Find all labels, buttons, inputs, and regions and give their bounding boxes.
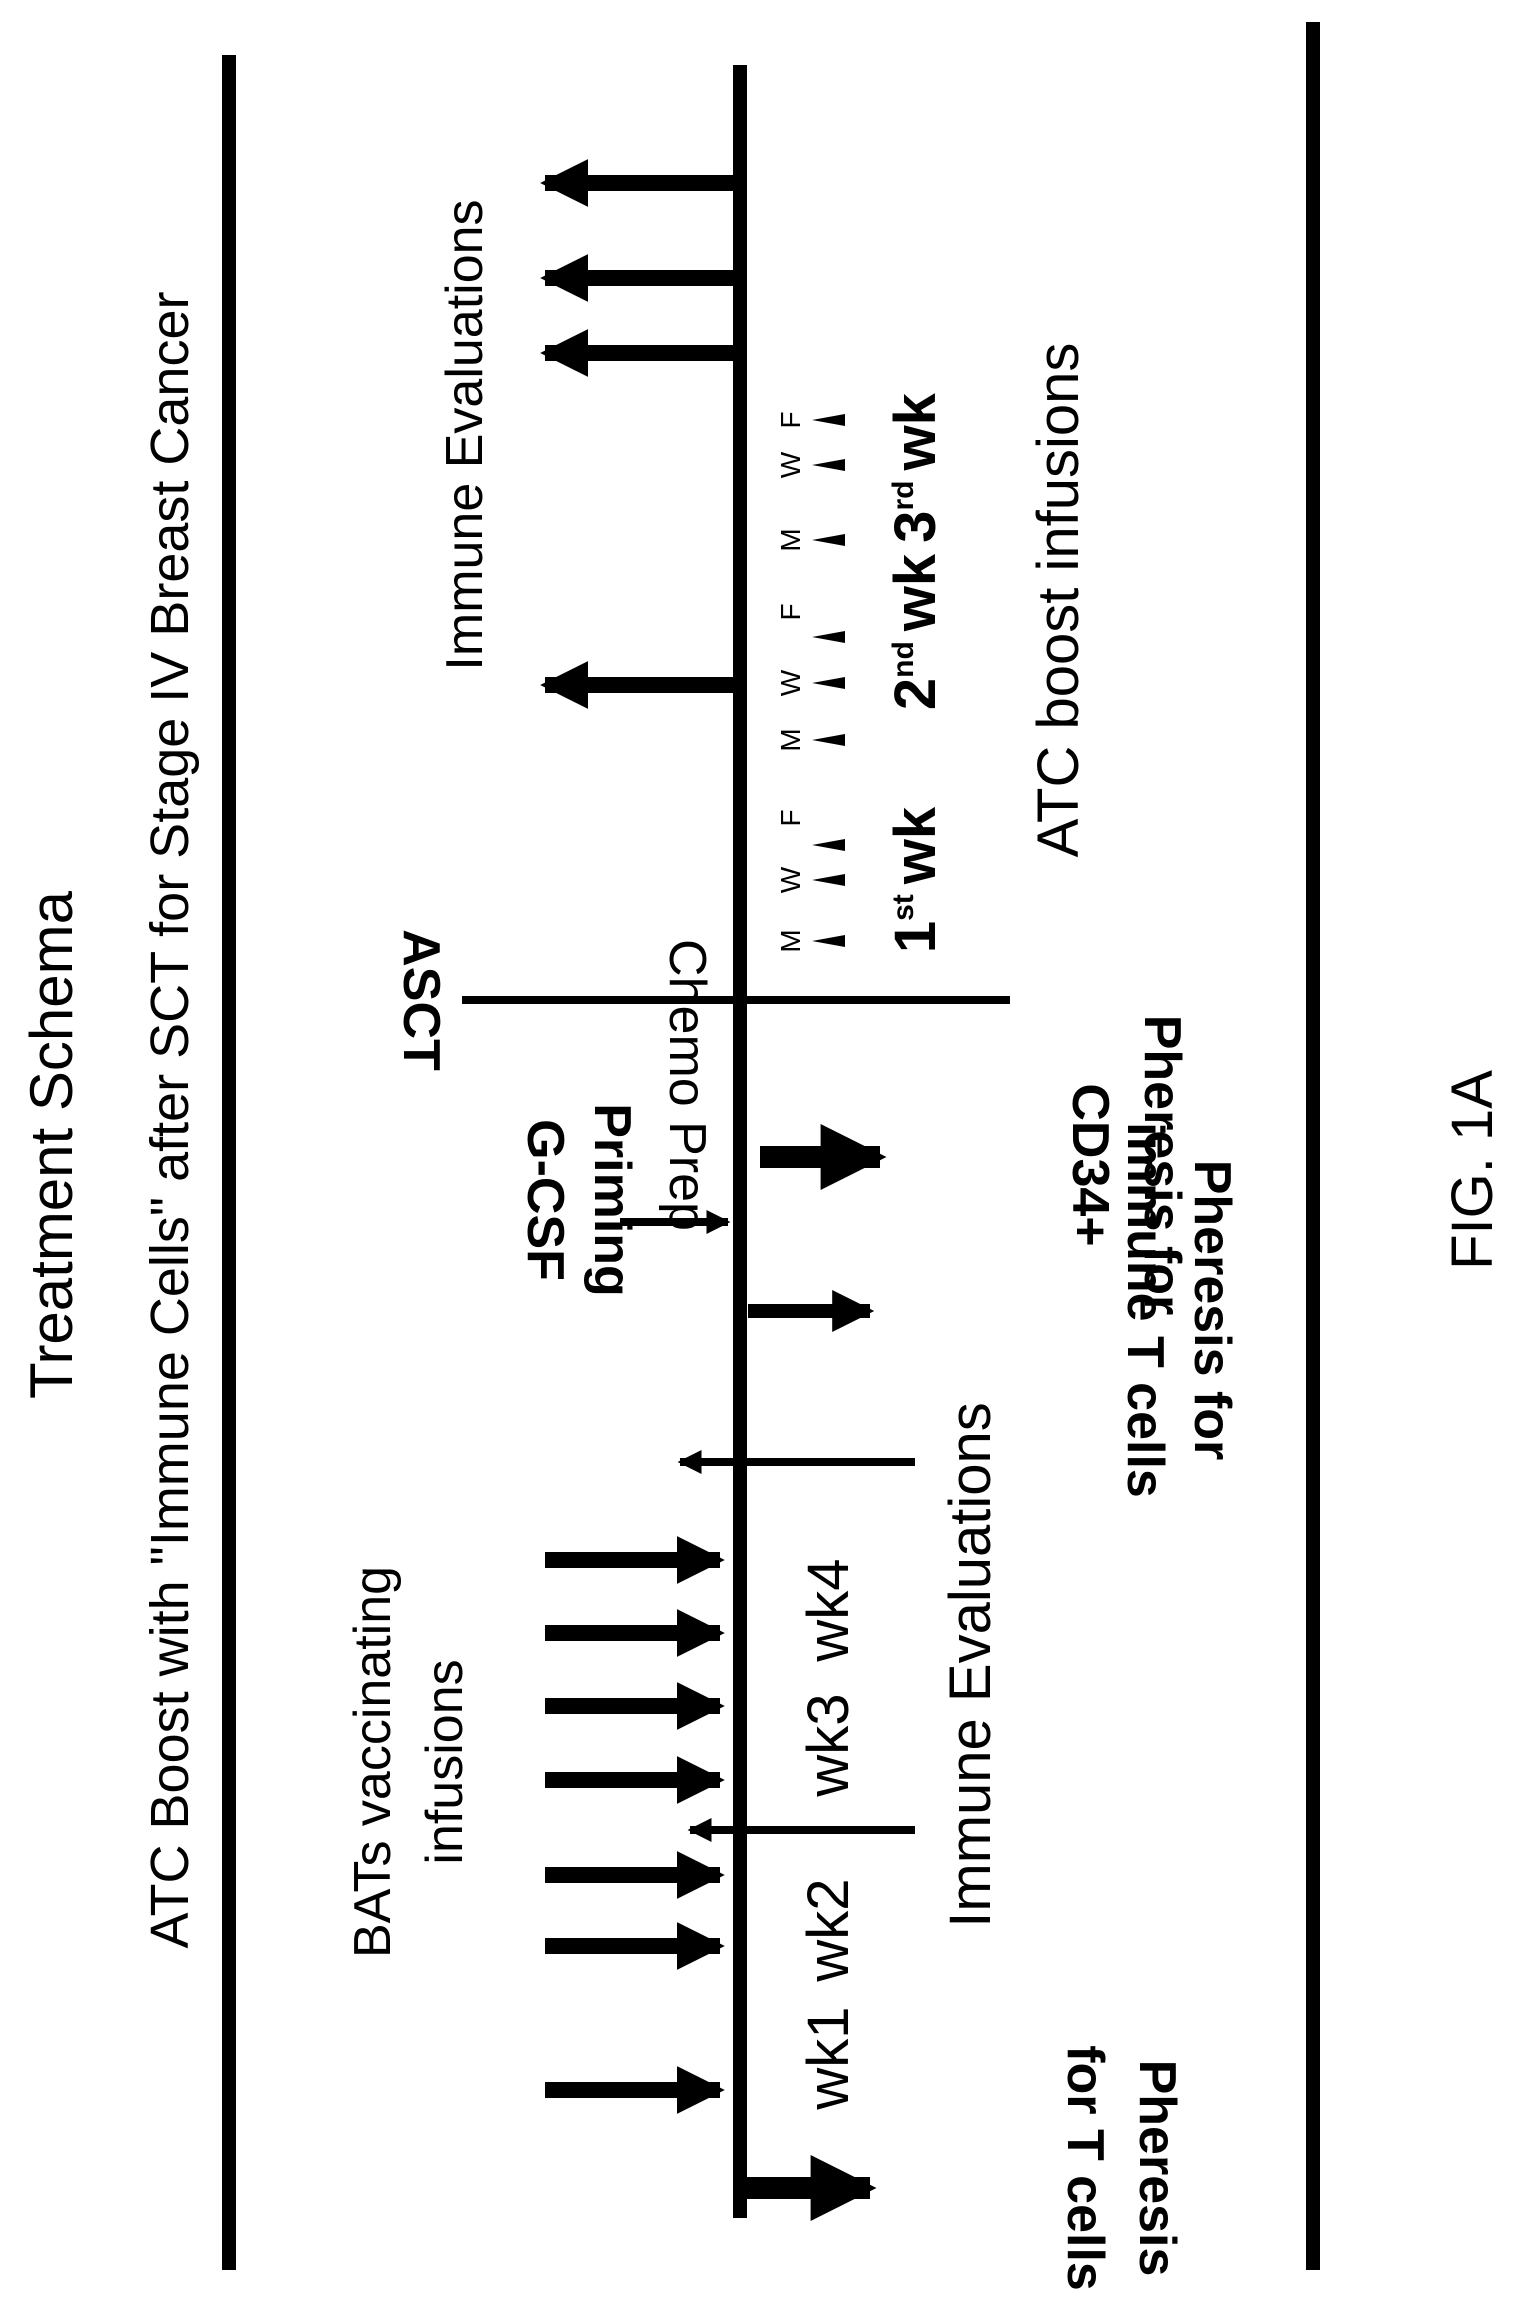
boost-week-3-sup: rd xyxy=(887,481,920,511)
boost-triangle-marker xyxy=(812,874,845,886)
boost-triangle-marker xyxy=(812,734,845,746)
svg-text:1stwk: 1st wk xyxy=(883,806,948,953)
boost-day-markers xyxy=(812,414,845,947)
bats-label-2: infusions xyxy=(416,1659,474,1864)
boost-triangle-marker xyxy=(812,631,845,643)
svg-text:2ndwk: 2nd wk xyxy=(883,553,948,710)
boost-triangle-marker xyxy=(812,414,845,426)
pheresis-cd34-label: Pheresis for xyxy=(1133,1015,1191,1316)
day-letter-m: M xyxy=(775,929,806,952)
immune-evaluations-lower-label: Immune Evaluations xyxy=(938,1402,1003,1927)
gcsf-label: G-CSF xyxy=(516,1119,574,1281)
boost-week-2-sup: nd xyxy=(887,641,920,678)
boost-week-1: 1st wk xyxy=(883,806,948,953)
week-label-2: wk2 xyxy=(796,1878,861,1982)
pheresis-t-cells-label-2: for T cells xyxy=(1056,2045,1114,2291)
boost-triangle-marker xyxy=(812,677,845,689)
boost-triangle-marker xyxy=(812,534,845,546)
week-label-3: wk3 xyxy=(796,1693,861,1797)
immune-evaluations-upper-label: Immune Evaluations xyxy=(436,199,494,670)
bats-infusion-arrows xyxy=(545,1536,725,2114)
day-letter-m: M xyxy=(775,728,806,751)
pheresis-t-cells-label: Pheresis xyxy=(1128,2060,1186,2277)
boost-week-2-unit: wk xyxy=(883,553,948,632)
day-letter-w: W xyxy=(775,866,806,893)
atc-boost-infusions-label: ATC boost infusions xyxy=(1026,343,1091,858)
upper-immune-eval-arrows xyxy=(540,159,740,709)
boost-week-1-unit: wk xyxy=(883,806,948,885)
boost-week-1-sup: st xyxy=(887,894,920,921)
boost-triangle-marker xyxy=(812,459,845,471)
pheresis-immune-label-2: immune T cells xyxy=(1116,1122,1174,1498)
day-letter-f: F xyxy=(775,603,806,620)
day-letter-m: M xyxy=(775,528,806,551)
week-label-1: wk1 xyxy=(796,2006,861,2110)
boost-week-2: 2nd wk xyxy=(883,553,948,710)
boost-triangle-marker xyxy=(812,839,845,851)
day-letter-w: W xyxy=(775,451,806,478)
day-letter-f: F xyxy=(775,809,806,826)
boost-week-3-unit: wk xyxy=(883,392,948,471)
pheresis-immune-label: Pheresis for xyxy=(1183,1160,1241,1461)
day-letter-w: W xyxy=(775,669,806,696)
figure-label: FIG. 1A xyxy=(1440,1070,1505,1270)
asct-label: ASCT xyxy=(392,929,450,1071)
chemo-prep-label: Chemo Prep xyxy=(658,939,716,1231)
boost-triangle-marker xyxy=(812,935,845,947)
svg-text:3rdwk: 3rd wk xyxy=(883,392,948,542)
pheresis-cd34-label-2: CD34+ xyxy=(1061,1083,1119,1246)
subtitle: ATC Boost with "Immune Cells" after SCT … xyxy=(140,292,200,1949)
day-letter-f: F xyxy=(775,411,806,428)
boost-week-3-num: 3 xyxy=(883,511,948,543)
gcsf-label-2: Priming xyxy=(583,1103,641,1297)
title: Treatment Schema xyxy=(18,890,85,1399)
boost-week-3: 3rd wk xyxy=(883,392,948,542)
bats-label: BATs vaccinating xyxy=(344,1566,402,1958)
boost-week-2-num: 2 xyxy=(883,678,948,710)
week-label-4: wk4 xyxy=(796,1558,861,1662)
boost-week-1-num: 1 xyxy=(883,921,948,953)
